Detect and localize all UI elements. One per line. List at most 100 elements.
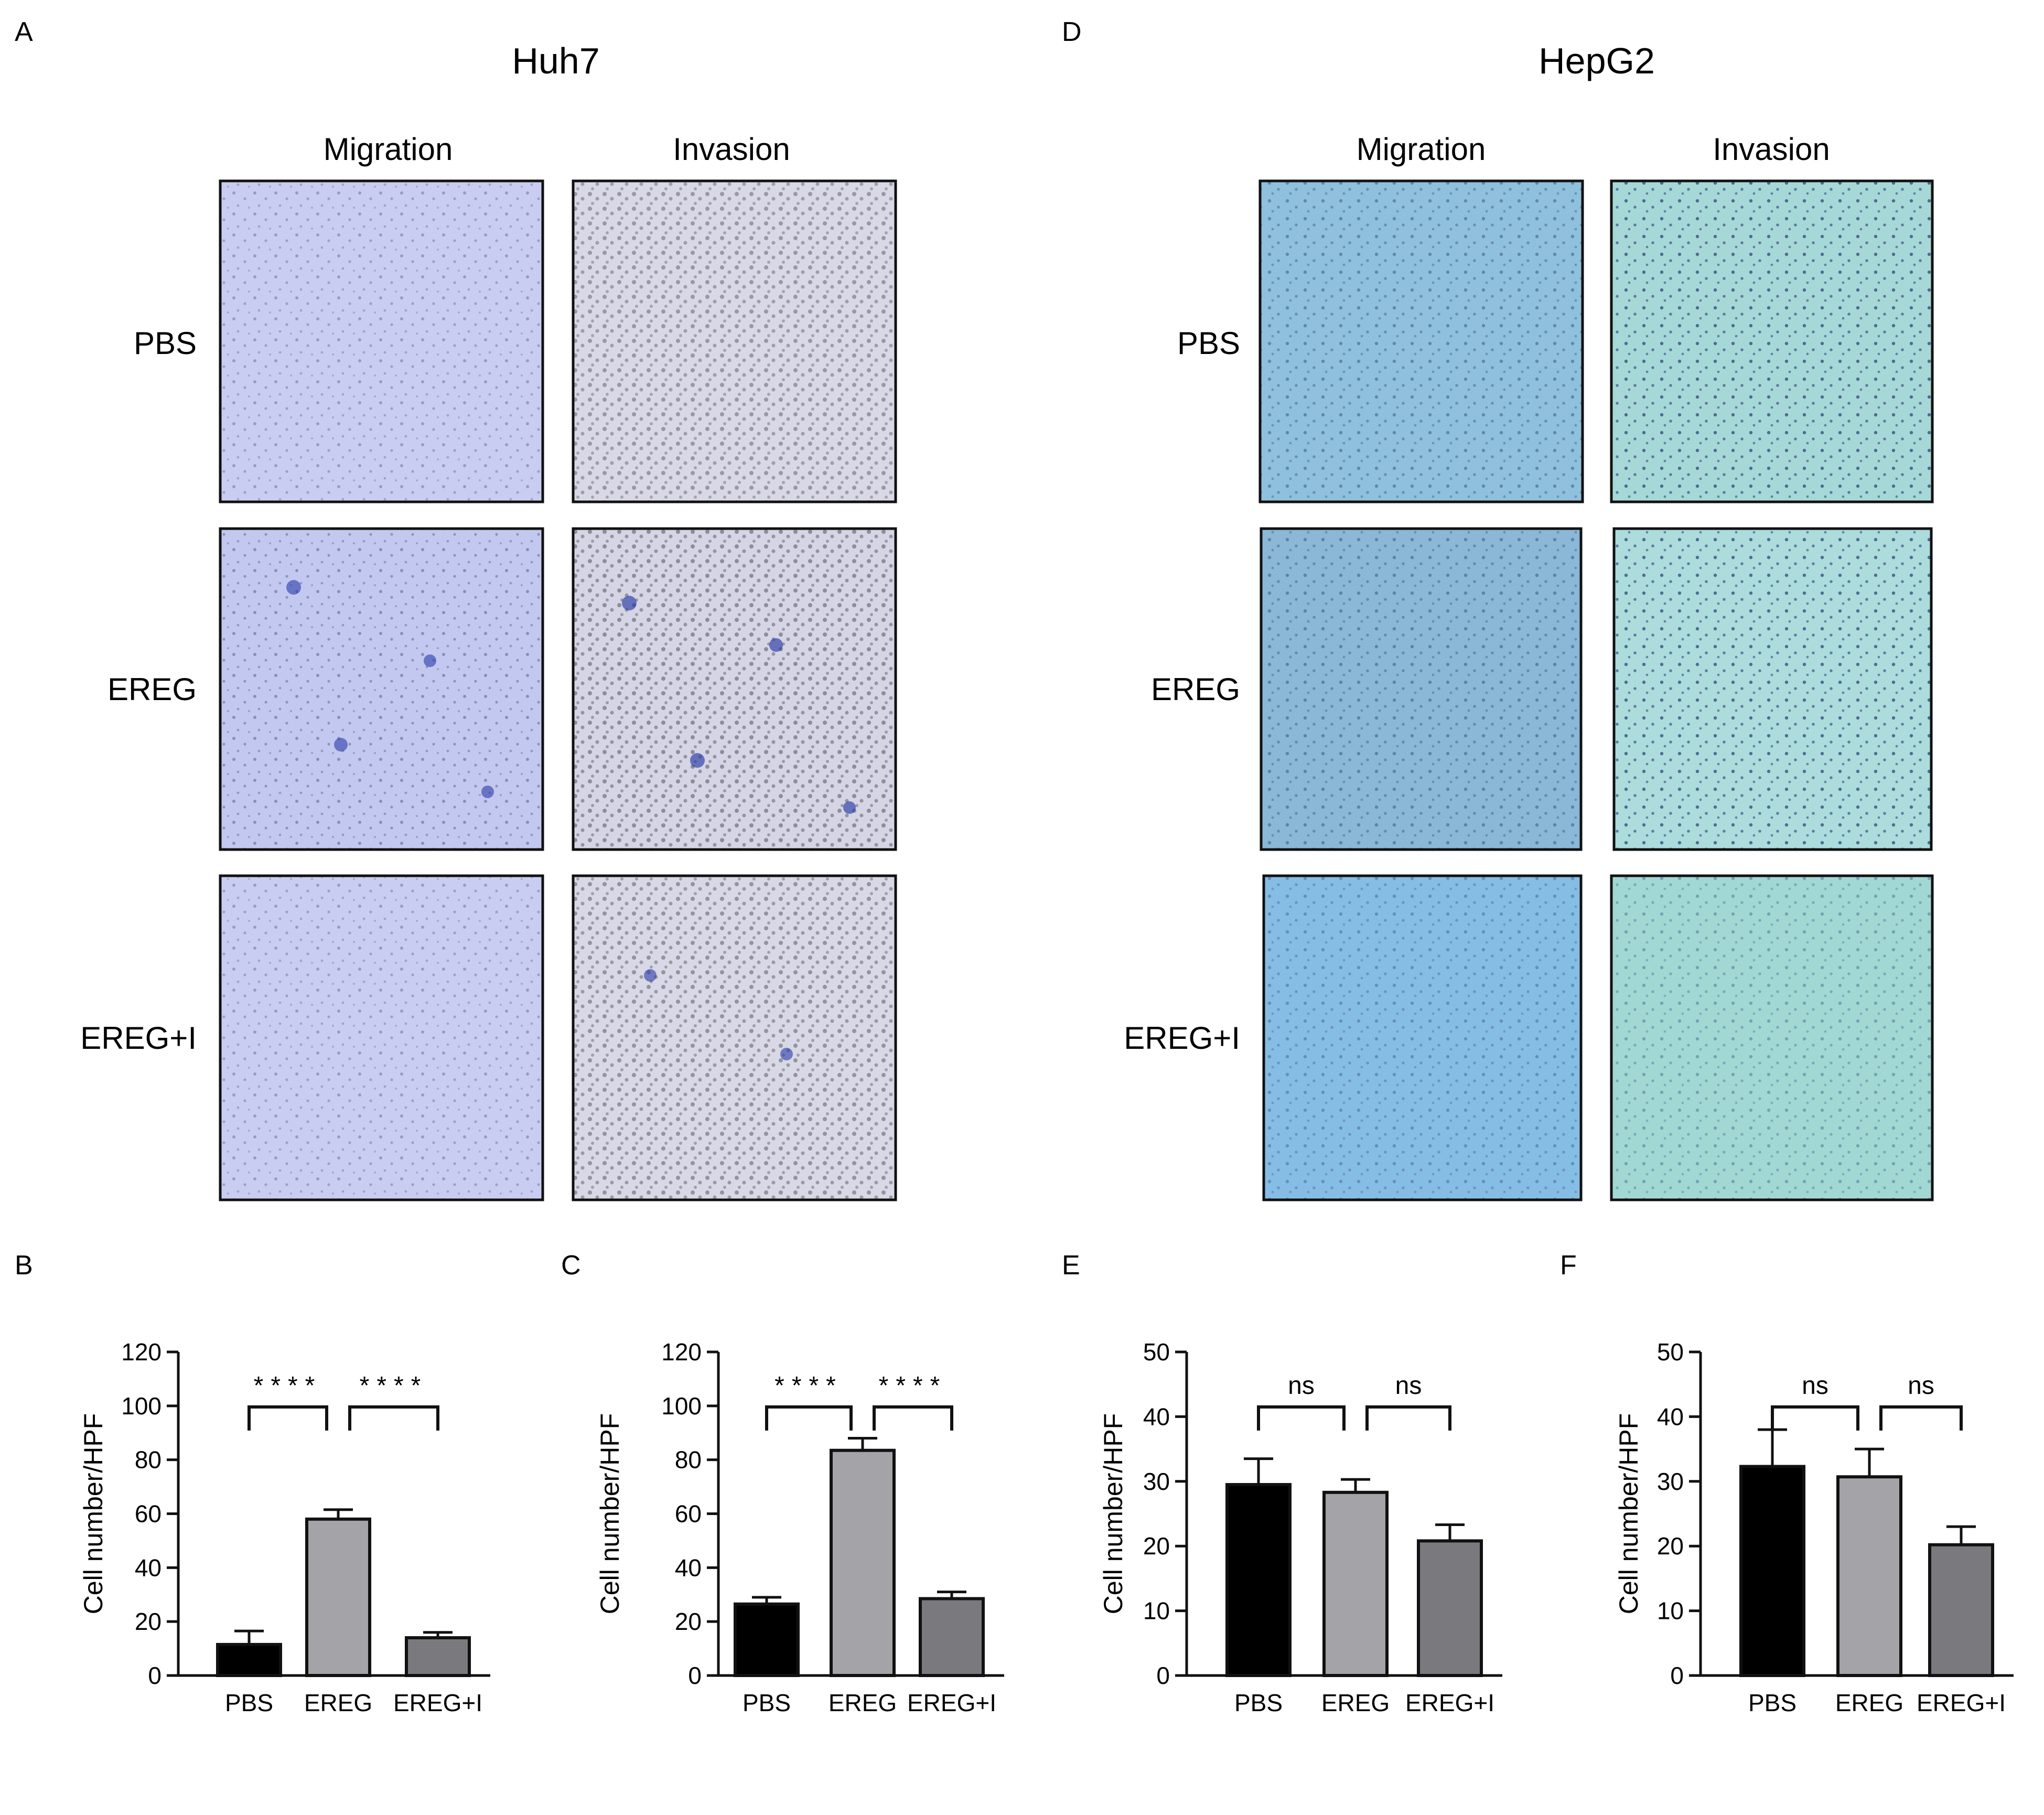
significance-bracket	[1257, 1405, 1346, 1431]
micrograph-huh7-migration-pbs	[219, 179, 544, 503]
chart-panel-letter: F	[1560, 1250, 1577, 1281]
panel-d-row-ereg: EREG	[1151, 672, 1240, 707]
panel-a-row-pbs: PBS	[134, 326, 197, 361]
bar-pbs	[734, 1602, 800, 1678]
panel-d-title: HepG2	[1539, 40, 1655, 81]
panel-d-row-ereg-i: EREG+I	[1124, 1021, 1240, 1056]
y-tick-label: 40	[675, 1554, 702, 1581]
significance-label: ****	[774, 1372, 843, 1400]
micrograph-huh7-invasion-pbs	[572, 179, 897, 503]
y-tick-label: 20	[675, 1608, 702, 1635]
significance-label: ****	[879, 1372, 948, 1400]
panel-a-row-ereg: EREG	[107, 672, 197, 707]
y-tick-label: 50	[1143, 1338, 1170, 1366]
category-label: EREG+I	[1405, 1689, 1494, 1716]
significance-bracket	[765, 1405, 853, 1431]
micrograph-hepg2-migration-ereg-i	[1262, 874, 1583, 1201]
category-label: EREG+I	[907, 1689, 996, 1716]
chart-c: C 0 20 40 60 80 100 120 Cell number/HPF PBS EREG ER…	[561, 1250, 1004, 1716]
category-label: PBS	[743, 1689, 791, 1716]
bar-pbs	[1739, 1465, 1805, 1677]
y-tick-label: 80	[135, 1446, 162, 1474]
micrograph-huh7-migration-ereg-i	[219, 874, 544, 1201]
bar-ereg	[1322, 1490, 1389, 1678]
significance-label: ns	[1288, 1372, 1315, 1400]
panel-d-header-invasion: Invasion	[1713, 132, 1830, 167]
panel-d-header-migration: Migration	[1357, 132, 1486, 167]
y-tick-label: 30	[1143, 1468, 1170, 1495]
panel-d: D HepG2 Migration Invasion PBS EREG EREG…	[1062, 17, 1934, 1201]
significance-label: ****	[360, 1372, 428, 1400]
y-axis-label: Cell number/HPF	[79, 1413, 108, 1614]
bar-ereg	[830, 1448, 896, 1678]
bar-ereg	[1836, 1475, 1902, 1678]
chart-panel-letter: C	[561, 1250, 581, 1281]
significance-bracket	[873, 1405, 953, 1431]
y-tick-label: 10	[1143, 1597, 1170, 1625]
y-tick-label: 0	[688, 1662, 702, 1689]
y-tick-label: 60	[135, 1500, 162, 1528]
panel-a-row-ereg-i: EREG+I	[80, 1021, 197, 1056]
micrograph-hepg2-migration-ereg	[1260, 527, 1583, 851]
y-axis-label: Cell number/HPF	[1614, 1413, 1643, 1614]
y-tick-label: 100	[121, 1392, 162, 1420]
panel-a-header-migration: Migration	[324, 132, 453, 167]
y-tick-label: 0	[148, 1662, 162, 1689]
chart-b: B 0 20 40 60 80 100 120 Cell number/HPF PBS EREG ER…	[15, 1250, 490, 1716]
y-tick-label: 0	[1670, 1662, 1684, 1689]
bar-pbs	[1225, 1483, 1292, 1677]
bar-pbs	[216, 1642, 282, 1678]
significance-label: ns	[1908, 1372, 1934, 1400]
chart-e: E 0 10 20 30 40 50 Cell number/HPF PBS EREG EREG+I…	[1062, 1250, 1502, 1716]
y-tick-label: 10	[1657, 1597, 1684, 1625]
y-tick-label: 40	[1143, 1403, 1170, 1430]
category-label: EREG	[1835, 1689, 1903, 1716]
y-tick-label: 40	[1657, 1403, 1684, 1430]
panel-letter-a: A	[15, 17, 33, 47]
y-tick-label: 60	[675, 1500, 702, 1528]
category-label: PBS	[225, 1689, 273, 1716]
chart-f: F 0 10 20 30 40 50 Cell number/HPF PBS EREG EREG+I…	[1560, 1250, 2014, 1716]
significance-bracket	[248, 1405, 328, 1431]
chart-panel-letter: E	[1062, 1250, 1080, 1281]
y-tick-label: 80	[675, 1446, 702, 1474]
category-label: EREG+I	[1917, 1689, 2006, 1716]
micrograph-hepg2-migration-pbs	[1258, 179, 1584, 503]
bar-ereg-i	[1417, 1539, 1483, 1677]
y-tick-label: 20	[1657, 1532, 1684, 1560]
y-tick-label: 50	[1657, 1338, 1684, 1366]
micrograph-huh7-invasion-ereg-i	[572, 874, 897, 1201]
significance-label: ****	[254, 1372, 322, 1400]
y-tick-label: 20	[1143, 1532, 1170, 1560]
y-axis-label: Cell number/HPF	[1099, 1413, 1128, 1614]
y-tick-label: 20	[135, 1608, 162, 1635]
panel-d-row-pbs: PBS	[1177, 326, 1240, 361]
category-label: PBS	[1748, 1689, 1796, 1716]
panel-a-header-invasion: Invasion	[673, 132, 790, 167]
chart-panel-letter: B	[15, 1250, 33, 1281]
significance-bracket	[348, 1405, 439, 1431]
y-tick-label: 120	[661, 1338, 702, 1366]
micrograph-huh7-migration-ereg	[219, 527, 544, 851]
significance-bracket	[1365, 1405, 1451, 1431]
bar-ereg	[305, 1517, 371, 1678]
category-label: PBS	[1234, 1689, 1283, 1716]
micrograph-hepg2-invasion-ereg	[1612, 527, 1933, 851]
micrograph-huh7-invasion-ereg	[572, 527, 897, 851]
panel-a: A Huh7 Migration Invasion PBS EREG EREG+…	[15, 17, 897, 1201]
micrograph-hepg2-invasion-ereg-i	[1610, 874, 1934, 1201]
significance-bracket	[1879, 1405, 1963, 1431]
significance-label: ns	[1802, 1372, 1828, 1400]
bar-ereg-i	[1928, 1543, 1994, 1677]
bar-ereg-i	[919, 1597, 985, 1677]
y-tick-label: 120	[121, 1338, 162, 1366]
bar-ereg-i	[405, 1636, 471, 1677]
y-tick-label: 0	[1156, 1662, 1170, 1689]
category-label: EREG+I	[393, 1689, 482, 1716]
y-tick-label: 40	[135, 1554, 162, 1581]
category-label: EREG	[829, 1689, 897, 1716]
y-tick-label: 30	[1657, 1468, 1684, 1495]
significance-label: ns	[1395, 1372, 1422, 1400]
y-axis-label: Cell number/HPF	[595, 1413, 625, 1614]
